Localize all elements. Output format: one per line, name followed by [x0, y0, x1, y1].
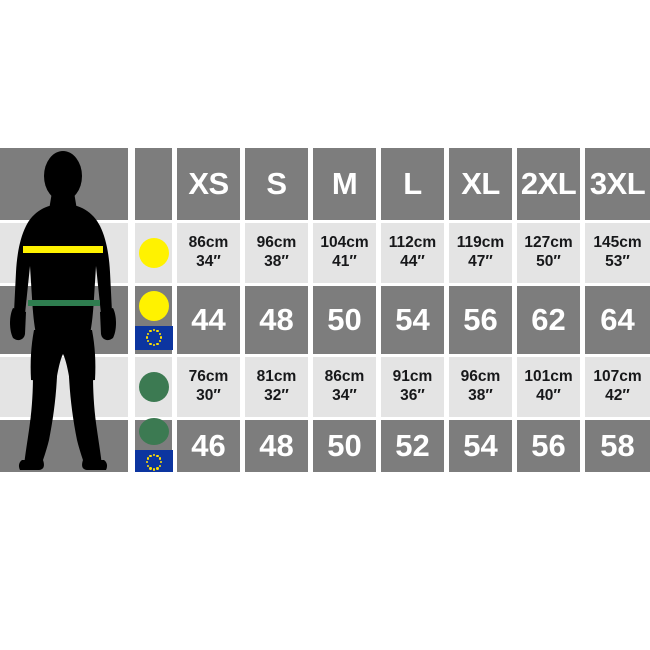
- cell-chest-3xl: 145cm 53″: [593, 234, 642, 270]
- row-icon-waist-eu: [135, 418, 173, 472]
- cell-chest-m: 104cm 41″: [320, 234, 369, 270]
- eu-star: [160, 336, 163, 339]
- cell-waist-3xl: 107cm 42″: [593, 368, 642, 404]
- cell-waist-eu-xs: 46: [191, 428, 226, 464]
- column-separator: [133, 148, 135, 472]
- row-separator: [0, 354, 650, 357]
- cell-waist-s: 81cm 32″: [256, 368, 297, 404]
- cell-chest-xl: 119cm 47″: [456, 234, 505, 270]
- column-header-2xl: 2XL: [520, 166, 577, 202]
- eu-star: [149, 467, 152, 470]
- eu-star: [152, 329, 156, 332]
- yellow-dot-icon: [139, 238, 169, 268]
- eu-star: [146, 457, 149, 460]
- eu-star: [149, 330, 152, 333]
- cell-waist-eu-xl: 54: [463, 428, 498, 464]
- eu-star: [156, 454, 159, 458]
- eu-star: [159, 457, 162, 460]
- row-separator: [0, 220, 650, 223]
- green-dot-icon: [139, 418, 169, 446]
- eu-star: [156, 342, 159, 345]
- cell-chest-s: 96cm 38″: [256, 234, 297, 270]
- eu-star: [160, 461, 163, 464]
- cell-waist-eu-l: 52: [395, 428, 430, 464]
- band-row-3: [0, 420, 650, 472]
- cell-chest-eu-xl: 56: [463, 302, 498, 338]
- eu-star: [146, 332, 149, 336]
- waist-measurement-line: [28, 300, 100, 306]
- column-separator: [444, 148, 449, 472]
- row-separator: [0, 417, 650, 420]
- column-separator: [172, 148, 177, 472]
- eu-star: [149, 454, 152, 458]
- column-header-m: M: [331, 166, 358, 202]
- eu-star: [152, 468, 156, 471]
- eu-star: [145, 336, 148, 339]
- body-silhouette-figure: [0, 148, 128, 472]
- column-header-s: S: [266, 166, 287, 202]
- eu-star: [159, 332, 162, 336]
- silhouette-body: [10, 151, 116, 470]
- eu-star: [156, 330, 159, 333]
- cell-chest-eu-s: 48: [259, 302, 294, 338]
- cell-waist-eu-3xl: 58: [600, 428, 635, 464]
- band-row-2: [0, 357, 650, 417]
- eu-star: [152, 343, 156, 346]
- eu-star: [149, 342, 152, 345]
- eu-star: [152, 453, 156, 457]
- column-header-l: L: [403, 166, 422, 202]
- cell-chest-l: 112cm 44″: [388, 234, 437, 270]
- eu-flag-icon: [135, 325, 173, 350]
- row-icon-chest: [135, 223, 173, 283]
- eu-star: [146, 339, 149, 343]
- cell-waist-m: 86cm 34″: [324, 368, 365, 404]
- column-separator: [580, 148, 585, 472]
- eu-star: [159, 339, 162, 343]
- eu-star: [146, 464, 149, 467]
- cell-waist-eu-2xl: 56: [531, 428, 566, 464]
- row-icon-waist: [135, 357, 173, 417]
- band-header: [0, 148, 650, 220]
- green-dot-icon: [139, 372, 169, 402]
- column-separator: [512, 148, 517, 472]
- column-header-xs: XS: [188, 166, 229, 202]
- cell-waist-2xl: 101cm 40″: [524, 368, 573, 404]
- cell-chest-eu-m: 50: [327, 302, 362, 338]
- row-separator: [0, 283, 650, 286]
- cell-waist-eu-m: 50: [327, 428, 362, 464]
- column-separator: [376, 148, 381, 472]
- cell-waist-xl: 96cm 38″: [460, 368, 501, 404]
- cell-chest-eu-2xl: 62: [531, 302, 566, 338]
- column-separator: [308, 148, 313, 472]
- cell-waist-xs: 76cm 30″: [188, 368, 229, 404]
- chest-measurement-line: [23, 246, 103, 253]
- eu-star: [156, 467, 159, 470]
- row-icon-chest-eu: [135, 286, 173, 354]
- eu-star: [145, 461, 148, 464]
- cell-waist-eu-s: 48: [259, 428, 294, 464]
- cell-chest-eu-xs: 44: [191, 302, 226, 338]
- column-separator: [240, 148, 245, 472]
- cell-chest-eu-3xl: 64: [600, 302, 635, 338]
- column-header-xl: XL: [461, 166, 500, 202]
- yellow-dot-icon: [139, 290, 169, 321]
- cell-chest-eu-l: 54: [395, 302, 430, 338]
- column-separator: [128, 148, 133, 472]
- cell-waist-l: 91cm 36″: [392, 368, 433, 404]
- cell-chest-2xl: 127cm 50″: [524, 234, 573, 270]
- eu-star: [159, 464, 162, 467]
- cell-chest-xs: 86cm 34″: [188, 234, 229, 270]
- size-table-grid: [0, 148, 650, 472]
- column-header-3xl: 3XL: [589, 166, 646, 202]
- eu-flag-icon: [135, 450, 173, 472]
